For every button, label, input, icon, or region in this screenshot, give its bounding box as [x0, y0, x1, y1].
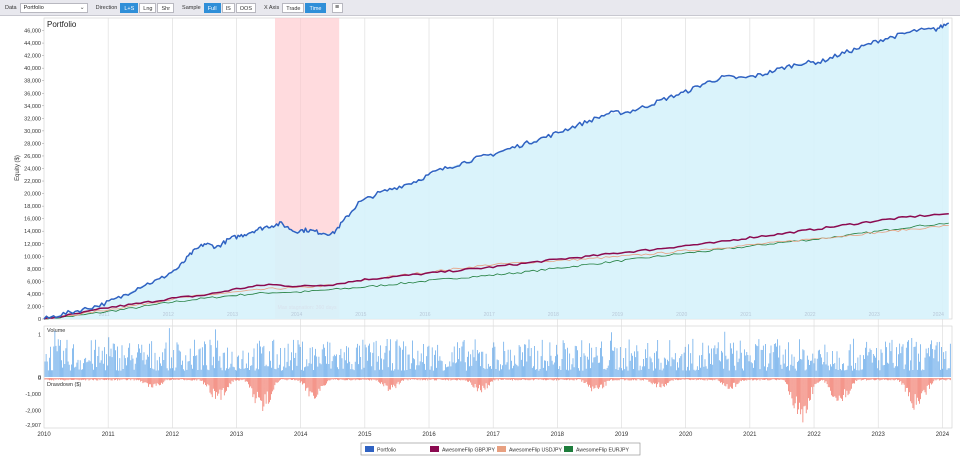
x-tick-label: 2015 — [358, 432, 372, 438]
legend-swatch — [497, 446, 506, 452]
drawdown-tick-label: -2,907 — [25, 423, 41, 429]
legend-label: AwesomeFlip GBPJPY — [442, 447, 495, 453]
inner-year-label: 2018 — [548, 312, 559, 318]
y-tick-label: 28,000 — [24, 141, 41, 147]
chart-area: Max stagnation: 360 days02,0004,0006,000… — [0, 16, 960, 464]
x-tick-label: 2019 — [615, 432, 629, 438]
x-tick-label: 2010 — [37, 432, 51, 438]
x-tick-label: 2023 — [872, 432, 886, 438]
inner-year-label: 2024 — [933, 312, 944, 318]
series-line — [43, 22, 950, 320]
inner-year-label: 2022 — [804, 312, 815, 318]
x-tick-label: 2014 — [294, 432, 308, 438]
sample-oos-button[interactable]: OOS — [235, 2, 256, 13]
y-tick-label: 32,000 — [24, 116, 41, 122]
y-tick-label: 46,000 — [24, 29, 41, 35]
drawdown-title: Drawdown ($) — [47, 382, 81, 388]
inner-year-label: 2013 — [227, 312, 238, 318]
x-tick-label: 2022 — [807, 432, 821, 438]
y-tick-label: 0 — [38, 317, 41, 323]
direction-label: Direction — [95, 4, 118, 11]
data-select-value: Portfolio — [23, 4, 44, 11]
legend-swatch — [564, 446, 573, 452]
volume-title: Volume — [47, 328, 65, 334]
xaxis-label: X Axis — [264, 4, 280, 11]
y-tick-label: 2,000 — [27, 304, 41, 310]
x-tick-label: 2011 — [102, 432, 116, 438]
drawdown-tick-label: 0 — [38, 376, 41, 382]
legend-label: AwesomeFlip EURJPY — [576, 447, 629, 453]
y-tick-label: 22,000 — [24, 179, 41, 185]
equity-chart: Max stagnation: 360 days02,0004,0006,000… — [15, 17, 953, 456]
portfolio-fill-area — [44, 23, 949, 320]
inner-year-label: 2020 — [676, 312, 687, 318]
x-tick-label: 2017 — [487, 432, 501, 438]
legend-swatch — [365, 446, 374, 452]
y-tick-label: 12,000 — [24, 242, 41, 248]
y-tick-label: 8,000 — [27, 267, 41, 273]
inner-year-label: 2015 — [355, 312, 366, 318]
volume-bars — [44, 328, 951, 377]
drawdown-bars — [44, 378, 951, 423]
y-tick-label: 36,000 — [24, 91, 41, 97]
x-tick-label: 2016 — [422, 432, 436, 438]
chevron-down-icon: ⌄ — [79, 4, 85, 11]
y-tick-label: 10,000 — [24, 254, 41, 260]
series-line — [43, 212, 949, 320]
drawdown-tick-label: -2,000 — [25, 408, 41, 414]
inner-year-label: 2019 — [612, 312, 623, 318]
inner-year-label: 2014 — [291, 312, 302, 318]
inner-year-label: 2016 — [419, 312, 430, 318]
y-tick-label: 40,000 — [24, 66, 41, 72]
y-tick-label: 44,000 — [24, 41, 41, 47]
hamburger-icon[interactable]: ≡ — [331, 2, 343, 13]
x-tick-label: 2018 — [551, 432, 565, 438]
sample-full-button[interactable]: Full — [203, 2, 221, 13]
inner-year-label: 2023 — [869, 312, 880, 318]
y-tick-label: 34,000 — [24, 104, 41, 110]
volume-tick-label: 1 — [38, 333, 41, 339]
inner-year-label: 2012 — [163, 312, 174, 318]
x-tick-label: 2020 — [679, 432, 693, 438]
y-tick-label: 4,000 — [27, 292, 41, 298]
xaxis-time-button[interactable]: Time — [305, 2, 326, 13]
y-tick-label: 26,000 — [24, 154, 41, 160]
x-tick-label: 2012 — [166, 432, 180, 438]
volume-tick-label: 0 — [38, 375, 41, 381]
sample-label: Sample — [182, 4, 201, 11]
y-tick-label: 24,000 — [24, 167, 41, 173]
direction-short-button[interactable]: Shr — [157, 2, 175, 13]
y-tick-label: 42,000 — [24, 54, 41, 60]
chart-title: Portfolio — [47, 20, 77, 29]
inner-year-label: 2021 — [740, 312, 751, 318]
direction-ls-button[interactable]: L+S — [120, 2, 139, 13]
legend-label: Portfolio — [377, 447, 396, 453]
inner-year-label: 2011 — [99, 312, 110, 318]
x-tick-label: 2021 — [743, 432, 757, 438]
y-tick-label: 16,000 — [24, 217, 41, 223]
legend-swatch — [430, 446, 439, 452]
xaxis-trade-button[interactable]: Trade — [282, 2, 305, 13]
data-select[interactable]: Portfolio ⌄ — [19, 2, 88, 13]
y-tick-label: 18,000 — [24, 204, 41, 210]
y-tick-label: 20,000 — [24, 192, 41, 198]
sample-is-button[interactable]: IS — [221, 2, 235, 13]
y-tick-label: 6,000 — [27, 279, 41, 285]
legend-label: AwesomeFlip USDJPY — [509, 447, 562, 453]
inner-year-label: 2017 — [484, 312, 495, 318]
direction-long-button[interactable]: Lng — [139, 2, 157, 13]
y-tick-label: 14,000 — [24, 229, 41, 235]
series-line — [43, 224, 949, 320]
y-tick-label: 30,000 — [24, 129, 41, 135]
data-label: Data — [5, 4, 17, 11]
x-tick-label: 2024 — [936, 432, 950, 438]
toolbar: Data Portfolio ⌄ Direction L+S Lng Shr Sa… — [0, 0, 960, 16]
y-axis-label: Equity ($) — [15, 155, 21, 181]
x-tick-label: 2013 — [230, 432, 244, 438]
drawdown-tick-label: -1,000 — [25, 392, 41, 398]
y-tick-label: 38,000 — [24, 79, 41, 85]
